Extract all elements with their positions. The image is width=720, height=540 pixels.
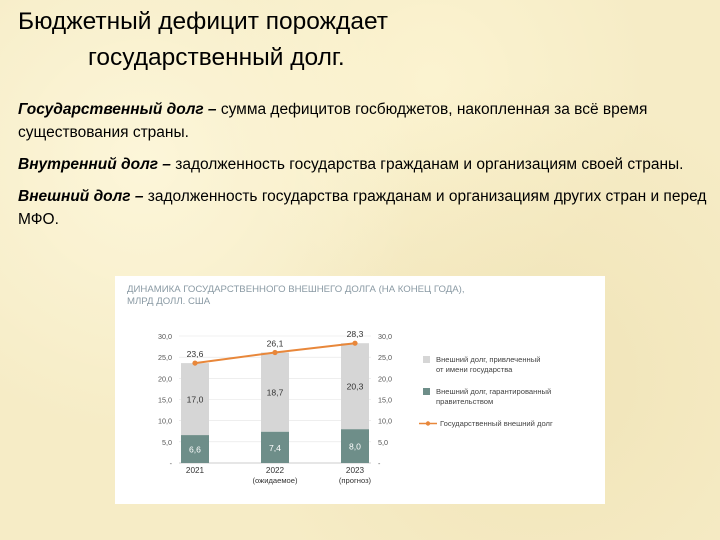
line-value-label: 23,6 bbox=[187, 349, 204, 359]
line-point bbox=[352, 340, 358, 346]
slide-title: Бюджетный дефицит порождает государствен… bbox=[18, 4, 708, 76]
line-point bbox=[192, 360, 198, 366]
bar-segment bbox=[341, 429, 369, 463]
legend-label: от имени государства bbox=[436, 365, 513, 374]
bar-value-label: 20,3 bbox=[347, 382, 364, 392]
legend-label: правительством bbox=[436, 397, 493, 406]
bar-value-label: 18,7 bbox=[267, 388, 284, 398]
chart-title-line2: МЛРД ДОЛЛ. США bbox=[127, 296, 211, 307]
definition-external-debt: Внешний долг – задолженность государства… bbox=[18, 185, 708, 231]
y-tick-label-left: 15,0 bbox=[158, 396, 172, 405]
definition-text: задолженность государства гражданам и ор… bbox=[170, 156, 684, 173]
definitions: Государственный долг – сумма дефицитов г… bbox=[18, 98, 708, 240]
bar-segment bbox=[261, 352, 289, 432]
legend-swatch bbox=[423, 356, 430, 363]
definition-text: задолженность государства гражданам и ор… bbox=[18, 188, 707, 228]
y-tick-label-left: 10,0 bbox=[158, 417, 172, 426]
x-tick-note: (ожидаемое) bbox=[252, 476, 298, 485]
x-tick-label: 2022 bbox=[266, 466, 285, 475]
bar-value-label: 8,0 bbox=[349, 442, 361, 452]
slide-title-line1: Бюджетный дефицит порождает bbox=[18, 8, 388, 35]
bar-segment bbox=[181, 435, 209, 463]
y-tick-label-right: 10,0 bbox=[378, 417, 392, 426]
legend-swatch bbox=[423, 388, 430, 395]
bar-value-label: 7,4 bbox=[269, 443, 281, 453]
legend-label: Государственный внешний долг bbox=[440, 419, 553, 428]
y-tick-label-left: - bbox=[170, 459, 173, 468]
legend-label: Внешний долг, привлеченный bbox=[436, 355, 540, 364]
y-tick-label-right: 15,0 bbox=[378, 396, 392, 405]
y-tick-label-left: 20,0 bbox=[158, 374, 172, 383]
bar-value-label: 6,6 bbox=[189, 445, 201, 455]
y-tick-label-right: 25,0 bbox=[378, 353, 392, 362]
x-tick-note: (прогноз) bbox=[339, 476, 372, 485]
x-tick-label: 2021 bbox=[186, 466, 205, 475]
definition-internal-debt: Внутренний долг – задолженность государс… bbox=[18, 153, 708, 176]
y-tick-label-left: 5,0 bbox=[162, 438, 172, 447]
y-tick-label-right: - bbox=[378, 459, 381, 468]
bar-segment bbox=[181, 363, 209, 436]
y-tick-label-right: 20,0 bbox=[378, 374, 392, 383]
definition-term: Внешний долг – bbox=[18, 188, 144, 205]
y-tick-label-left: 30,0 bbox=[158, 332, 172, 341]
bar-segment bbox=[341, 343, 369, 430]
legend-point-swatch bbox=[425, 421, 431, 426]
bar-value-label: 17,0 bbox=[187, 395, 204, 405]
y-tick-label-left: 25,0 bbox=[158, 353, 172, 362]
y-tick-label-right: 30,0 bbox=[378, 332, 392, 341]
line-value-label: 26,1 bbox=[267, 339, 284, 349]
external-debt-chart: ДИНАМИКА ГОСУДАРСТВЕННОГО ВНЕШНЕГО ДОЛГА… bbox=[115, 276, 605, 504]
definition-term: Внутренний долг – bbox=[18, 156, 171, 173]
legend-label: Внешний долг, гарантированный bbox=[436, 387, 551, 396]
y-tick-label-right: 5,0 bbox=[378, 438, 388, 447]
definition-public-debt: Государственный долг – сумма дефицитов г… bbox=[18, 98, 708, 144]
chart-title-line1: ДИНАМИКА ГОСУДАРСТВЕННОГО ВНЕШНЕГО ДОЛГА… bbox=[127, 284, 465, 295]
x-tick-label: 2023 bbox=[346, 466, 365, 475]
slide-title-line2: государственный долг. bbox=[88, 44, 345, 71]
line-value-label: 28,3 bbox=[347, 329, 364, 339]
definition-text: сумма дефицитов госбюджетов, накопленная… bbox=[18, 101, 648, 141]
chart-canvas: ДИНАМИКА ГОСУДАРСТВЕННОГО ВНЕШНЕГО ДОЛГА… bbox=[127, 284, 553, 485]
line-point bbox=[272, 349, 278, 356]
definition-term: Государственный долг – bbox=[18, 101, 217, 118]
bar-segment bbox=[261, 431, 289, 463]
